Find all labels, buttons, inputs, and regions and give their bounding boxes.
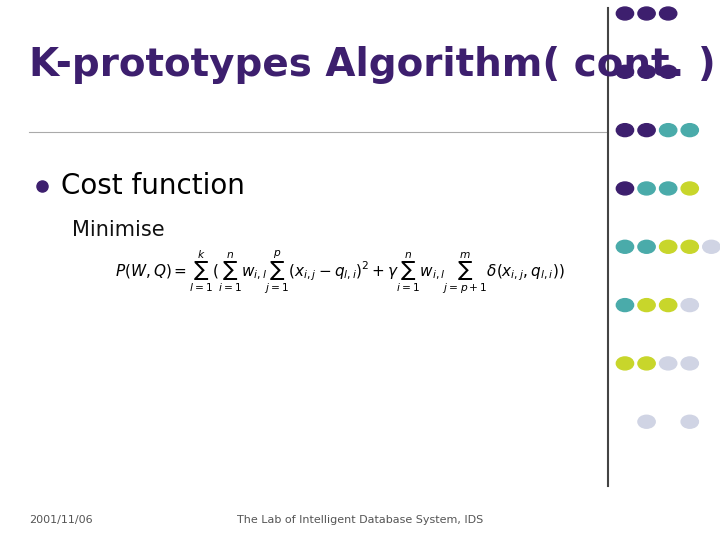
Text: $P(W,Q) = \sum_{l=1}^{k}(\sum_{i=1}^{n} w_{i,l}\sum_{j=1}^{p}(x_{i,j} - q_{l,i}): $P(W,Q) = \sum_{l=1}^{k}(\sum_{i=1}^{n} … xyxy=(115,249,565,296)
Circle shape xyxy=(638,7,655,20)
Circle shape xyxy=(660,182,677,195)
Circle shape xyxy=(638,415,655,428)
Circle shape xyxy=(660,299,677,312)
Circle shape xyxy=(660,7,677,20)
Circle shape xyxy=(681,415,698,428)
Circle shape xyxy=(681,124,698,137)
Circle shape xyxy=(638,65,655,78)
Circle shape xyxy=(703,240,720,253)
Circle shape xyxy=(616,240,634,253)
Circle shape xyxy=(681,182,698,195)
Circle shape xyxy=(616,7,634,20)
Text: The Lab of Intelligent Database System, IDS: The Lab of Intelligent Database System, … xyxy=(237,515,483,525)
Circle shape xyxy=(660,124,677,137)
Text: 2001/11/06: 2001/11/06 xyxy=(29,515,92,525)
Circle shape xyxy=(616,299,634,312)
Circle shape xyxy=(660,240,677,253)
Circle shape xyxy=(616,124,634,137)
Text: Minimise: Minimise xyxy=(72,219,165,240)
Circle shape xyxy=(681,357,698,370)
Circle shape xyxy=(638,182,655,195)
Circle shape xyxy=(638,299,655,312)
Circle shape xyxy=(638,357,655,370)
Circle shape xyxy=(660,357,677,370)
Text: Cost function: Cost function xyxy=(61,172,245,200)
Circle shape xyxy=(616,182,634,195)
Circle shape xyxy=(681,240,698,253)
Circle shape xyxy=(616,65,634,78)
Circle shape xyxy=(638,124,655,137)
Circle shape xyxy=(616,357,634,370)
Text: K-prototypes Algorithm( cont. ): K-prototypes Algorithm( cont. ) xyxy=(29,46,716,84)
Circle shape xyxy=(660,65,677,78)
Circle shape xyxy=(638,240,655,253)
Circle shape xyxy=(681,299,698,312)
